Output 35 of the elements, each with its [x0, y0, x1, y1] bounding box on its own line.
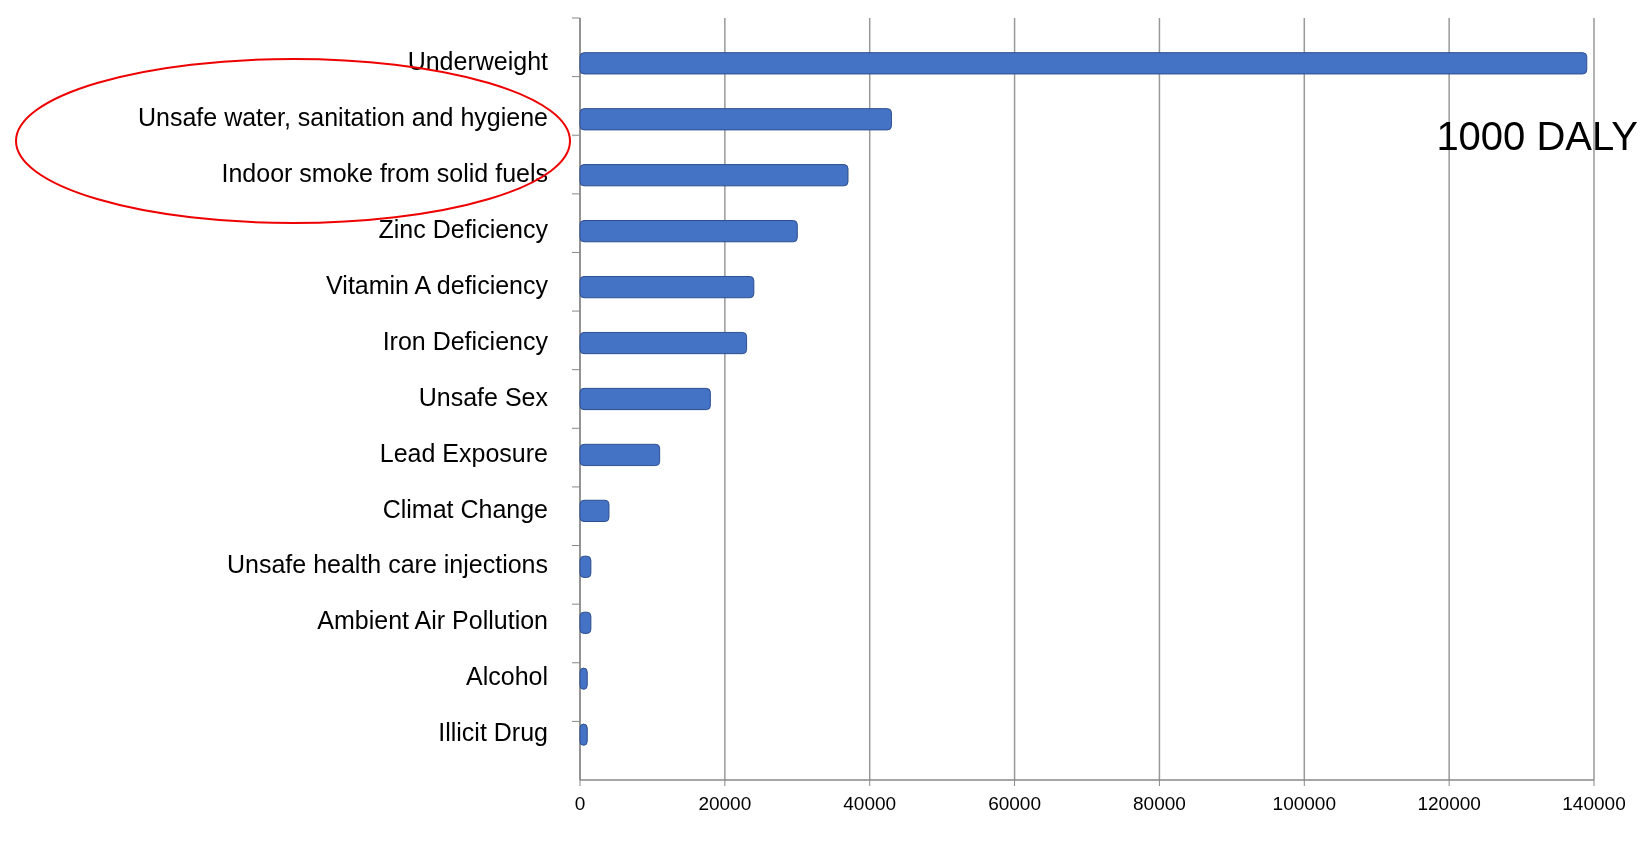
bar	[579, 723, 588, 746]
bar	[579, 443, 661, 467]
bar	[579, 108, 892, 131]
y-tick-label: Illicit Drug	[438, 718, 548, 747]
y-tick-label: Underweight	[407, 46, 549, 75]
y-tick-label: Iron Deficiency	[382, 326, 549, 355]
x-tick-label: 80000	[1133, 793, 1186, 814]
bar	[579, 164, 849, 187]
x-tick-label: 100000	[1272, 793, 1336, 814]
y-tick-label: Indoor smoke from solid fuels	[221, 158, 548, 187]
x-tick-label: 140000	[1562, 793, 1626, 814]
bar	[579, 499, 610, 523]
y-tick-label: Zinc Deficiency	[378, 214, 549, 243]
bar	[579, 331, 748, 355]
y-tick-label: Lead Exposure	[379, 438, 548, 467]
y-tick-label: Ambient Air Pollution	[317, 606, 548, 635]
bar	[579, 667, 588, 690]
y-tick-label: Alcohol	[466, 662, 548, 691]
x-tick-label: 0	[574, 793, 586, 814]
bar	[579, 611, 592, 634]
bar	[579, 275, 755, 299]
bar	[579, 387, 711, 411]
y-tick-label: Unsafe health care injections	[226, 550, 548, 579]
bar	[579, 52, 1588, 75]
y-tick-label: Unsafe water, sanitation and hygiene	[138, 102, 548, 131]
x-tick-label: 20000	[698, 793, 752, 814]
y-tick-label: Vitamin A deficiency	[326, 270, 549, 299]
x-tick-label: 120000	[1417, 793, 1481, 814]
x-tick-label: 60000	[988, 793, 1041, 814]
annotation: 1000 DALY	[1436, 114, 1638, 158]
bar	[579, 555, 592, 578]
x-tick-label: 40000	[843, 793, 897, 814]
y-tick-label: Climat Change	[382, 494, 548, 523]
y-tick-label: Unsafe Sex	[418, 382, 549, 411]
bar	[579, 220, 798, 243]
